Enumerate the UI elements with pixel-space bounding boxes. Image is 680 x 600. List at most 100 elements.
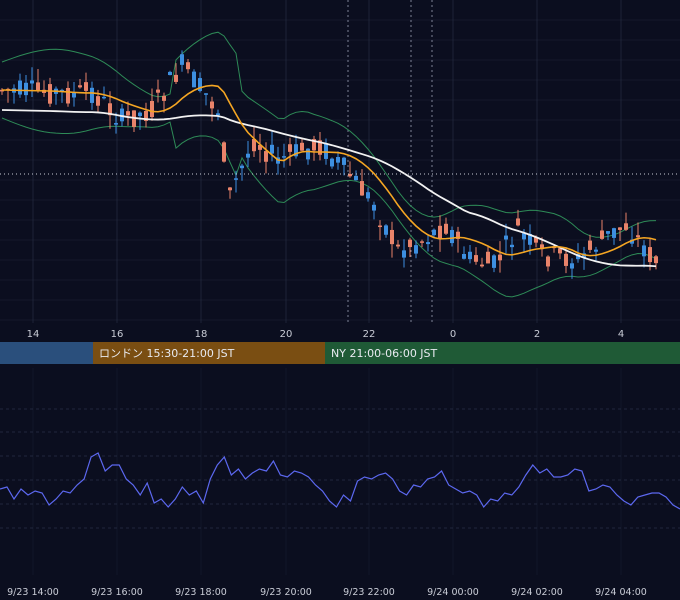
candle-body (654, 256, 658, 264)
candle-body (312, 139, 316, 151)
candle-body (18, 80, 22, 95)
candle-body (258, 144, 262, 150)
candle-body (366, 192, 370, 199)
oscillator-grid (0, 368, 680, 575)
x-tick-label: 0 (450, 329, 456, 340)
session-bar[interactable]: ロンドン 15:30-21:00 JST NY 21:00-06:00 JST (0, 342, 680, 364)
candle-body (174, 74, 178, 82)
candle-body (318, 140, 322, 155)
candle-body (96, 96, 100, 106)
candle-body (588, 240, 592, 250)
bottom-x-axis: 9/23 14:00 9/23 16:00 9/23 18:00 9/23 20:00… (7, 587, 647, 598)
candle-body (72, 92, 76, 98)
x-tick-label: 18 (195, 329, 208, 340)
x-tick-label: 14 (27, 329, 40, 340)
session-segment[interactable] (0, 342, 93, 364)
bollinger-upper (1, 31, 657, 238)
candle-body (342, 157, 346, 165)
candle-body (162, 95, 166, 101)
candle-body (528, 233, 532, 245)
candle-body (486, 251, 490, 264)
candle-body (66, 87, 70, 104)
candle-body (108, 103, 112, 116)
candle-body (306, 148, 310, 160)
candle-body (348, 173, 352, 177)
moving-average-long (1, 109, 657, 268)
session-label: NY 21:00-06:00 JST (331, 347, 438, 360)
candle-body (576, 254, 580, 260)
candle-body (426, 242, 430, 245)
candle-body (60, 89, 64, 92)
candle-body (408, 239, 412, 248)
candle-body (606, 231, 610, 234)
bottom-tick-label: 9/23 18:00 (175, 587, 227, 598)
candle-body (156, 89, 160, 93)
candle-body (84, 82, 88, 91)
candle-body (24, 82, 28, 96)
candle-body (630, 239, 634, 244)
candle-body (270, 144, 274, 154)
candle-body (228, 187, 232, 191)
candle-body (210, 101, 214, 109)
candle-body (474, 255, 478, 262)
candle-body (78, 85, 82, 88)
candlesticks (0, 50, 658, 279)
candle-body (252, 139, 256, 152)
candle-body (390, 229, 394, 245)
candle-body (384, 225, 388, 235)
bottom-tick-label: 9/23 16:00 (91, 587, 143, 598)
candle-body (462, 253, 466, 259)
x-tick-label: 16 (111, 329, 124, 340)
candle-body (564, 253, 568, 266)
candle-body (432, 229, 436, 236)
candle-body (510, 244, 514, 248)
candle-body (204, 93, 208, 95)
candle-body (234, 178, 238, 180)
main-x-axis: 14 16 18 20 22 0 2 4 (27, 329, 625, 340)
session-segment[interactable] (325, 342, 680, 364)
session-segment[interactable] (93, 342, 325, 364)
candle-body (534, 237, 538, 243)
bottom-tick-label: 9/24 04:00 (595, 587, 647, 598)
candle-body (498, 254, 502, 261)
candle-body (90, 87, 94, 103)
candle-body (288, 144, 292, 152)
candle-body (618, 227, 622, 230)
candle-body (420, 241, 424, 243)
candle-body (120, 108, 124, 122)
candle-body (594, 249, 598, 252)
candle-body (522, 233, 526, 240)
candle-body (480, 264, 484, 267)
candle-body (216, 113, 220, 116)
candle-body (36, 82, 40, 91)
candle-body (282, 156, 286, 158)
candle-body (372, 204, 376, 211)
candle-body (294, 144, 298, 157)
candle-body (150, 101, 154, 118)
bollinger-bands (1, 31, 657, 298)
candle-body (516, 218, 520, 226)
x-tick-label: 2 (534, 329, 540, 340)
candle-body (126, 111, 130, 116)
moving-average-short (1, 84, 657, 257)
bollinger-lower (1, 117, 657, 298)
candle-body (414, 245, 418, 254)
candle-body (180, 54, 184, 65)
candle-body (546, 256, 550, 267)
candle-body (102, 96, 106, 99)
candle-body (504, 235, 508, 240)
moving-averages (1, 84, 657, 268)
candle-body (138, 112, 142, 117)
candle-body (354, 175, 358, 181)
candle-body (642, 245, 646, 257)
candle-body (444, 223, 448, 234)
candle-body (600, 230, 604, 239)
candle-body (450, 230, 454, 244)
x-tick-label: 4 (618, 329, 624, 340)
candle-body (330, 158, 334, 167)
candle-body (438, 225, 442, 239)
candle-body (30, 80, 34, 84)
candle-body (558, 248, 562, 254)
candle-body (378, 225, 382, 228)
